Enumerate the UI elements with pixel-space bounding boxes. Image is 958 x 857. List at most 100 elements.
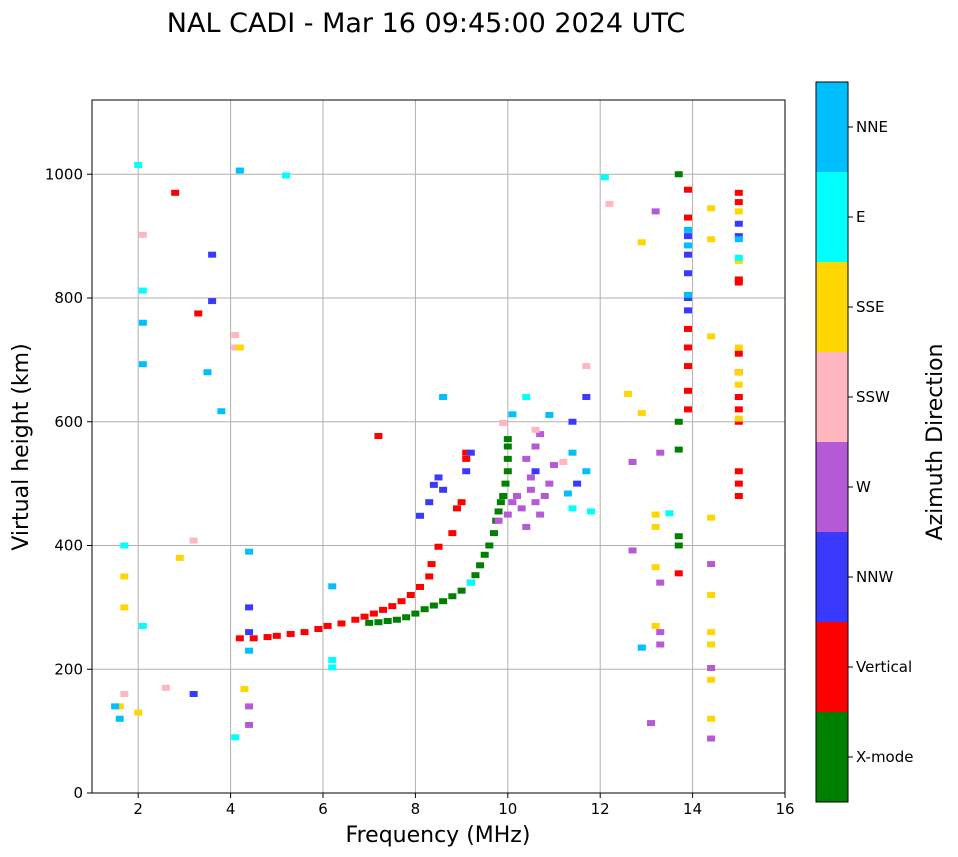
echo-point-sse — [120, 604, 129, 611]
echo-point-w — [531, 443, 540, 450]
echo-point-nnw — [425, 499, 434, 506]
echo-point-w — [245, 703, 254, 710]
echo-point-sse — [707, 236, 716, 243]
echo-point-x-mode — [503, 436, 512, 443]
colorbar-frame — [815, 81, 849, 803]
echo-point-sse — [707, 676, 716, 683]
echo-point-vertical — [425, 573, 434, 580]
echo-point-w — [526, 486, 535, 493]
echo-point-nnw — [734, 233, 743, 240]
echo-point-vertical — [235, 635, 244, 642]
echo-point-sse — [637, 410, 646, 417]
echo-point-vertical — [171, 189, 180, 196]
echo-point-x-mode — [501, 480, 510, 487]
echo-point-e — [134, 161, 143, 168]
echo-point-vertical — [323, 622, 332, 629]
echo-point-x-mode — [674, 533, 683, 540]
colorbar-category-label: W — [856, 478, 871, 496]
echo-point-vertical — [734, 480, 743, 487]
echo-point-vertical — [427, 561, 436, 568]
echo-point-vertical — [263, 634, 272, 641]
colorbar-category-label: Vertical — [856, 658, 912, 676]
echo-point-nne — [235, 167, 244, 174]
echo-point-nne — [328, 583, 337, 590]
echo-point-nnw — [582, 394, 591, 400]
echo-point-nnw — [189, 691, 198, 697]
echo-point-x-mode — [411, 610, 420, 617]
echo-point-ssw — [161, 684, 170, 691]
x-axis-label: Frequency (MHz) — [346, 823, 531, 848]
echo-point-e — [522, 394, 531, 400]
echo-point-sse — [707, 715, 716, 722]
echo-point-nne — [545, 411, 554, 418]
colorbar-segment — [816, 442, 848, 532]
echo-point-x-mode — [503, 455, 512, 462]
echo-point-sse — [175, 554, 184, 561]
echo-point-nnw — [462, 468, 471, 475]
data-points — [111, 161, 743, 742]
echo-point-x-mode — [674, 446, 683, 453]
echo-point-e — [328, 656, 337, 663]
echo-point-e — [231, 734, 240, 741]
echo-point-vertical — [734, 468, 743, 475]
colorbar-category-label: NNW — [856, 568, 893, 586]
echo-point-sse — [734, 415, 743, 422]
x-tick-label: 8 — [411, 800, 421, 818]
echo-point-nnw — [208, 251, 217, 258]
echo-point-vertical — [351, 616, 360, 623]
echo-point-w — [707, 735, 716, 742]
echo-point-e — [665, 510, 674, 517]
y-tick-label: 600 — [54, 413, 83, 431]
echo-point-vertical — [734, 189, 743, 196]
echo-point-x-mode — [420, 606, 429, 613]
echo-point-sse — [734, 208, 743, 215]
echo-point-x-mode — [448, 593, 457, 600]
x-tick-label: 12 — [591, 800, 610, 818]
echo-point-vertical — [734, 493, 743, 499]
echo-point-vertical — [457, 499, 466, 506]
echo-point-ssw — [231, 332, 240, 339]
echo-point-vertical — [374, 432, 383, 439]
echo-point-x-mode — [480, 551, 489, 558]
echo-point-vertical — [734, 406, 743, 413]
echo-point-nnw — [568, 418, 577, 425]
echo-point-ssw — [231, 344, 240, 351]
echo-point-w — [707, 561, 716, 568]
echo-point-w — [503, 511, 512, 518]
echo-point-nnw — [734, 220, 743, 227]
echo-point-w — [656, 641, 665, 648]
echo-point-w — [651, 208, 660, 215]
echo-point-nne — [683, 226, 692, 233]
echo-point-e — [138, 622, 147, 629]
colorbar-segment — [816, 172, 848, 262]
echo-point-sse — [651, 622, 660, 629]
x-tick-label: 2 — [133, 800, 143, 818]
echo-point-sse — [707, 514, 716, 521]
colorbar-category-label: E — [856, 208, 865, 226]
echo-point-w — [656, 449, 665, 456]
echo-point-w — [522, 523, 531, 530]
echo-point-w — [494, 517, 503, 524]
echo-point-nnw — [683, 251, 692, 258]
colorbar-segment — [816, 352, 848, 442]
echo-point-w — [540, 493, 549, 499]
echo-point-x-mode — [383, 617, 392, 624]
echo-point-e — [734, 254, 743, 261]
echo-point-e — [466, 579, 475, 586]
echo-point-nne — [439, 394, 448, 400]
echo-point-vertical — [300, 629, 309, 636]
grid-lines — [92, 100, 786, 794]
x-tick-label: 10 — [498, 800, 517, 818]
chart-title: NAL CADI - Mar 16 09:45:00 2024 UTC — [167, 8, 685, 39]
plot-area-frame — [91, 99, 786, 794]
echo-point-vertical — [406, 592, 415, 598]
echo-point-nnw — [531, 468, 540, 475]
echo-point-vertical — [379, 606, 388, 613]
colorbar-category-label: SSE — [856, 298, 885, 316]
echo-point-nnw — [573, 480, 582, 487]
y-tick-label: 200 — [54, 660, 83, 678]
echo-point-vertical — [734, 350, 743, 357]
echo-point-sse — [120, 573, 129, 580]
echo-point-vertical — [194, 310, 203, 317]
